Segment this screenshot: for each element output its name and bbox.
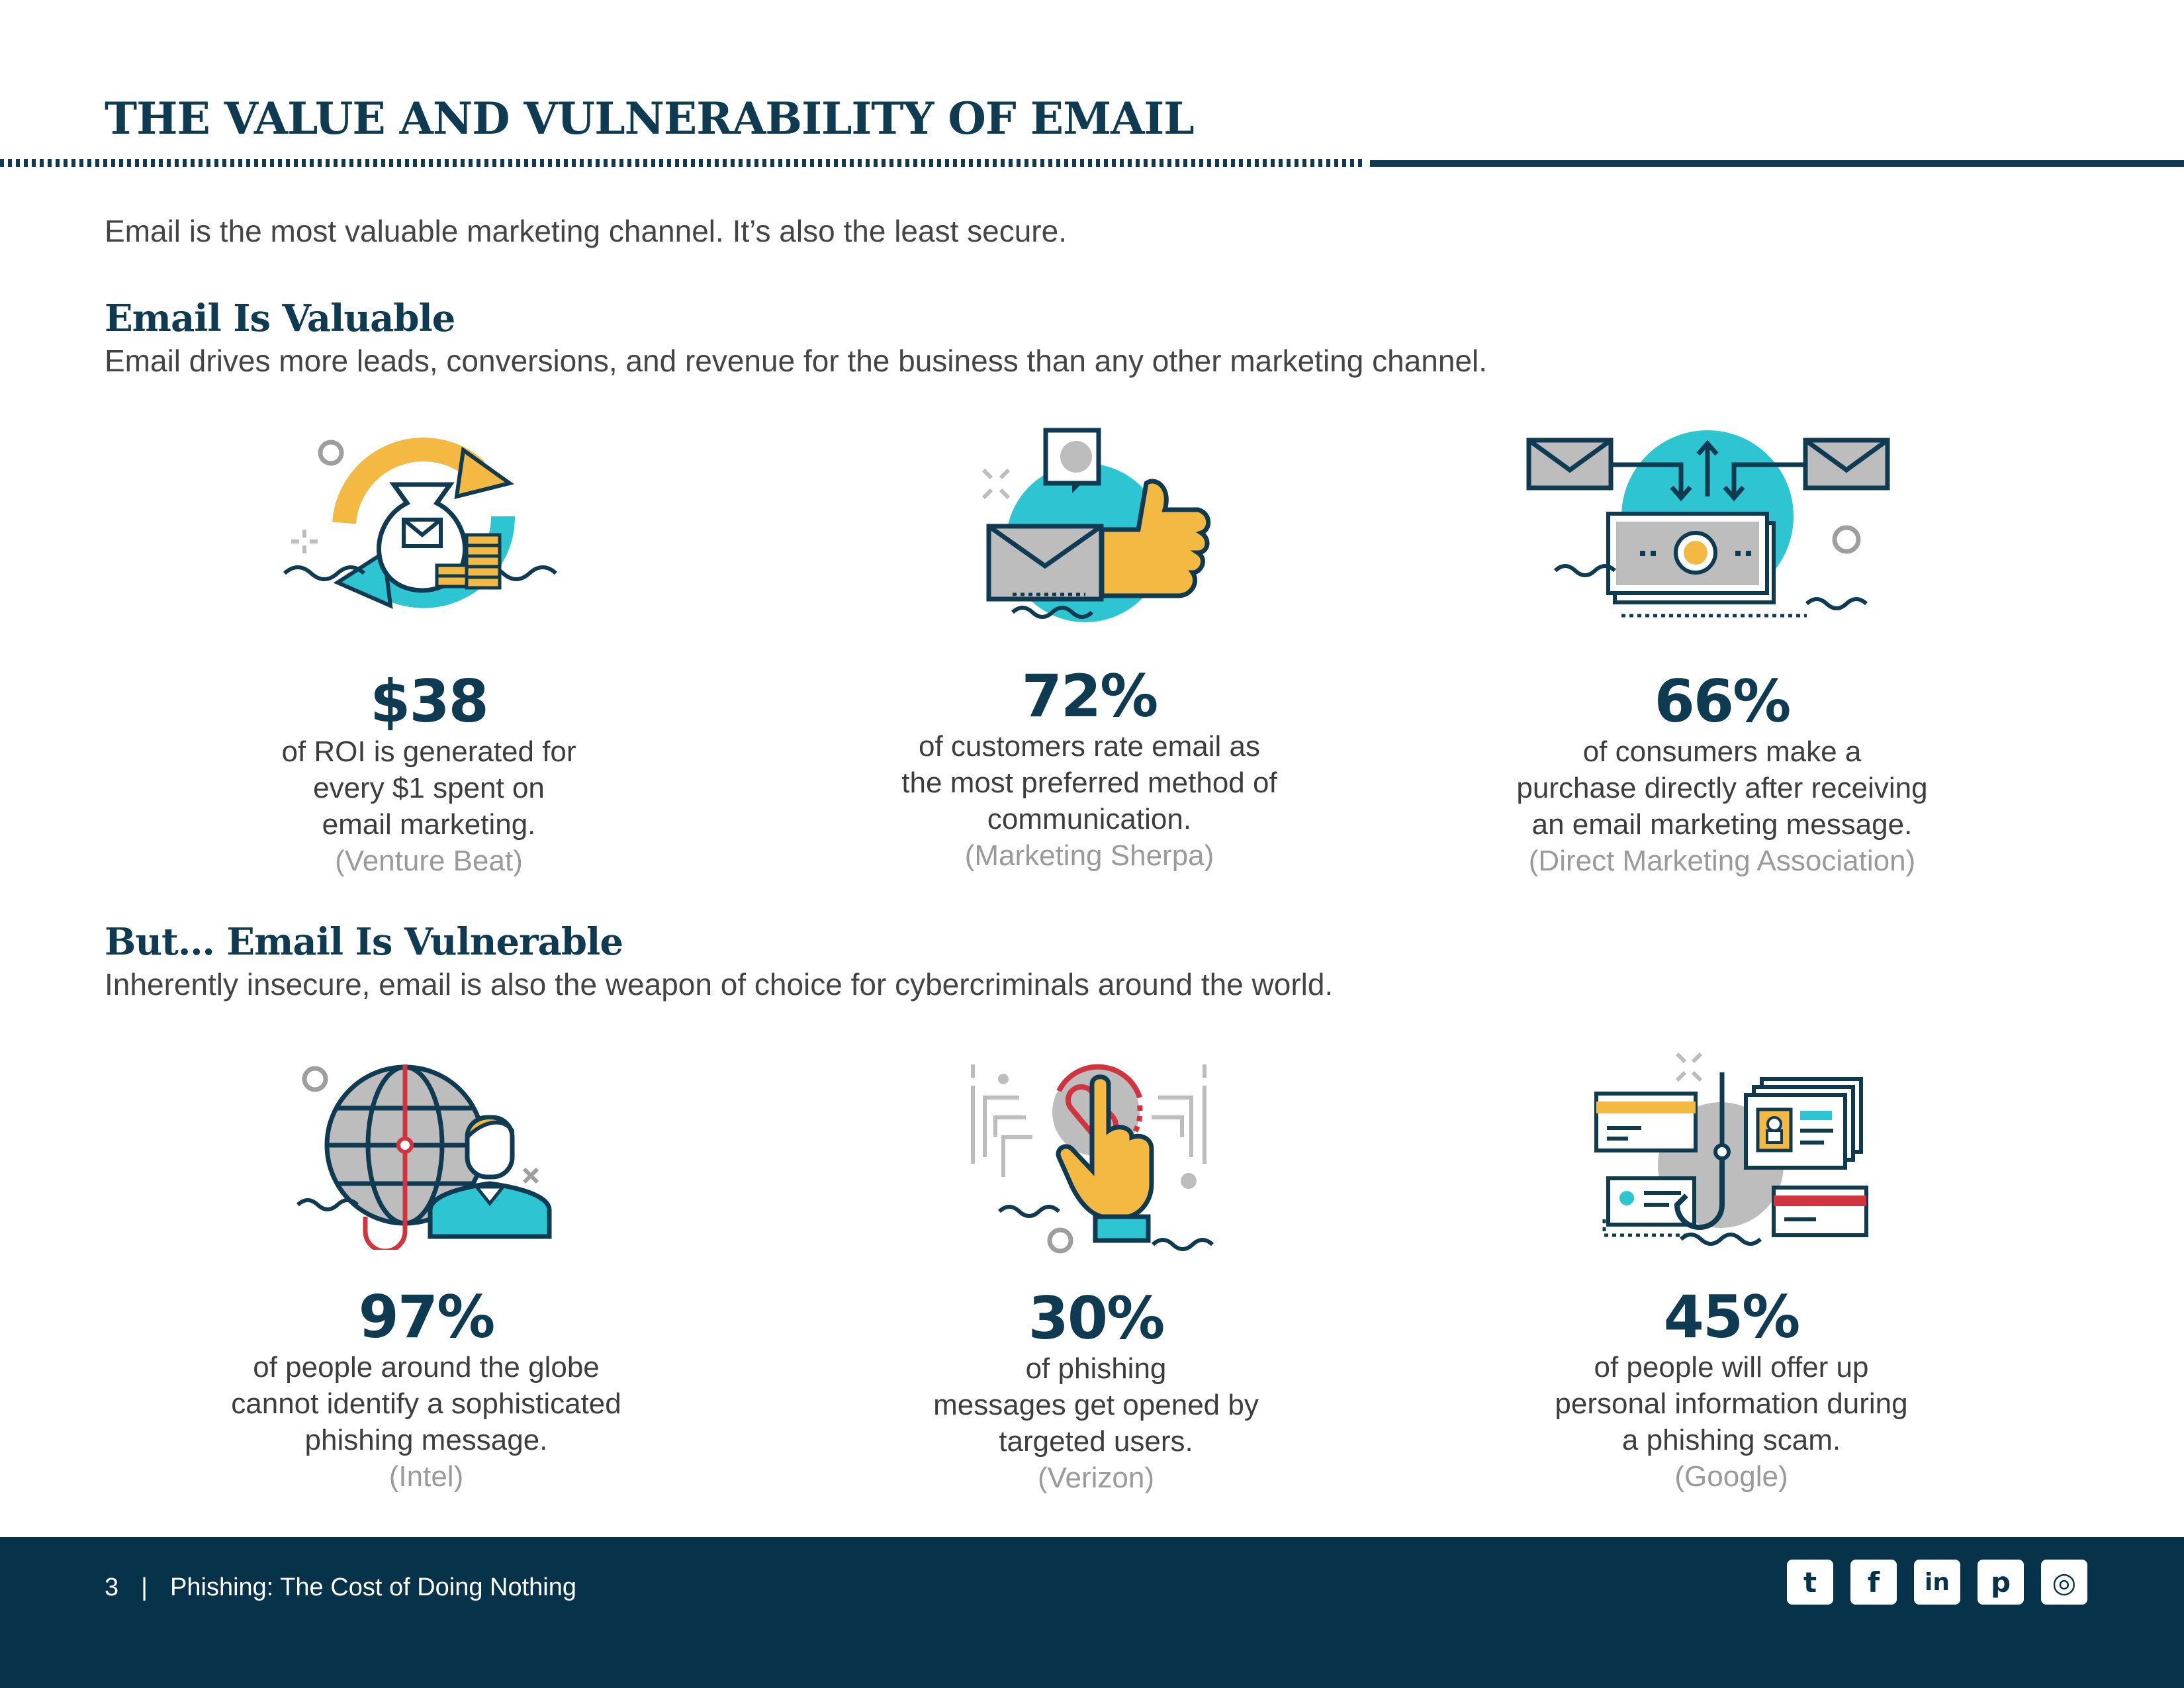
stat-source: (Direct Marketing Association) bbox=[1528, 845, 1916, 877]
stat-value: 66% bbox=[1654, 667, 1792, 735]
vulnerable-section-subtitle: Inherently insecure, email is also the w… bbox=[105, 967, 1334, 1002]
linkedin-icon[interactable]: in bbox=[1914, 1560, 1960, 1605]
stat-source: (Verizon) bbox=[1037, 1462, 1155, 1494]
vulnerable-section-title: But… Email Is Vulnerable bbox=[105, 920, 623, 964]
email-money-exchange-icon bbox=[1526, 430, 1890, 618]
instagram-icon[interactable]: ◎ bbox=[2041, 1560, 2087, 1605]
stat-description: of consumers make a purchase directly aft… bbox=[1516, 735, 1928, 841]
stat-value: 72% bbox=[1021, 662, 1159, 730]
stat-description: of people will offer up personal informat… bbox=[1555, 1351, 1908, 1456]
email-thumbs-up-icon bbox=[981, 428, 1211, 622]
twitter-icon[interactable]: t bbox=[1787, 1560, 1833, 1605]
stat-value: 30% bbox=[1028, 1284, 1165, 1352]
stat-source: (Intel) bbox=[388, 1460, 464, 1493]
stat-phishing-opened: 30% of phishing messages get opened by tar… bbox=[838, 1289, 1354, 1496]
pinterest-icon[interactable]: p bbox=[1978, 1560, 2024, 1605]
page-title: THE VALUE AND VULNERABILITY OF EMAIL bbox=[105, 93, 1195, 144]
money-bag-email-icon bbox=[283, 438, 558, 609]
footer-text: 3 | Phishing: The Cost of Doing Nothing bbox=[105, 1573, 576, 1602]
stat-description: of customers rate email as the most prefe… bbox=[901, 730, 1277, 835]
stat-description: of phishing messages get opened by targete… bbox=[933, 1352, 1259, 1458]
stat-personal-information: 45% of people will offer up personal info… bbox=[1473, 1288, 1989, 1495]
intro-text: Email is the most valuable marketing cha… bbox=[105, 214, 1067, 248]
stat-value: $38 bbox=[370, 667, 489, 735]
stat-description: of ROI is generated for every $1 spent on… bbox=[281, 735, 576, 841]
stat-roi: $38 of ROI is generated for every $1 spen… bbox=[171, 673, 687, 879]
globe-hook-person-icon bbox=[296, 1064, 552, 1250]
title-dotted-rule bbox=[0, 159, 1363, 167]
document-title: Phishing: The Cost of Doing Nothing bbox=[170, 1573, 577, 1601]
stat-description: of people around the globe cannot identif… bbox=[231, 1351, 621, 1456]
stat-preferred-method: 72% of customers rate email as the most p… bbox=[831, 667, 1347, 874]
stat-purchase: 66% of consumers make a purchase directly… bbox=[1464, 673, 1980, 879]
hand-click-attachment-icon bbox=[971, 1064, 1214, 1254]
stat-source: (Venture Beat) bbox=[335, 845, 523, 877]
hook-personal-data-icon bbox=[1594, 1052, 1868, 1246]
page-number: 3 bbox=[105, 1573, 119, 1601]
valuable-section-subtitle: Email drives more leads, conversions, an… bbox=[105, 344, 1488, 378]
stat-source: (Google) bbox=[1674, 1460, 1788, 1493]
title-solid-rule bbox=[1370, 160, 2184, 167]
stat-source: (Marketing Sherpa) bbox=[964, 839, 1214, 872]
stat-value: 97% bbox=[358, 1283, 496, 1351]
valuable-section-title: Email Is Valuable bbox=[105, 297, 455, 340]
footer-separator: | bbox=[141, 1573, 148, 1601]
facebook-icon[interactable]: f bbox=[1850, 1560, 1897, 1605]
stat-cannot-identify: 97% of people around the globe cannot ide… bbox=[168, 1288, 684, 1495]
stat-value: 45% bbox=[1663, 1283, 1801, 1351]
